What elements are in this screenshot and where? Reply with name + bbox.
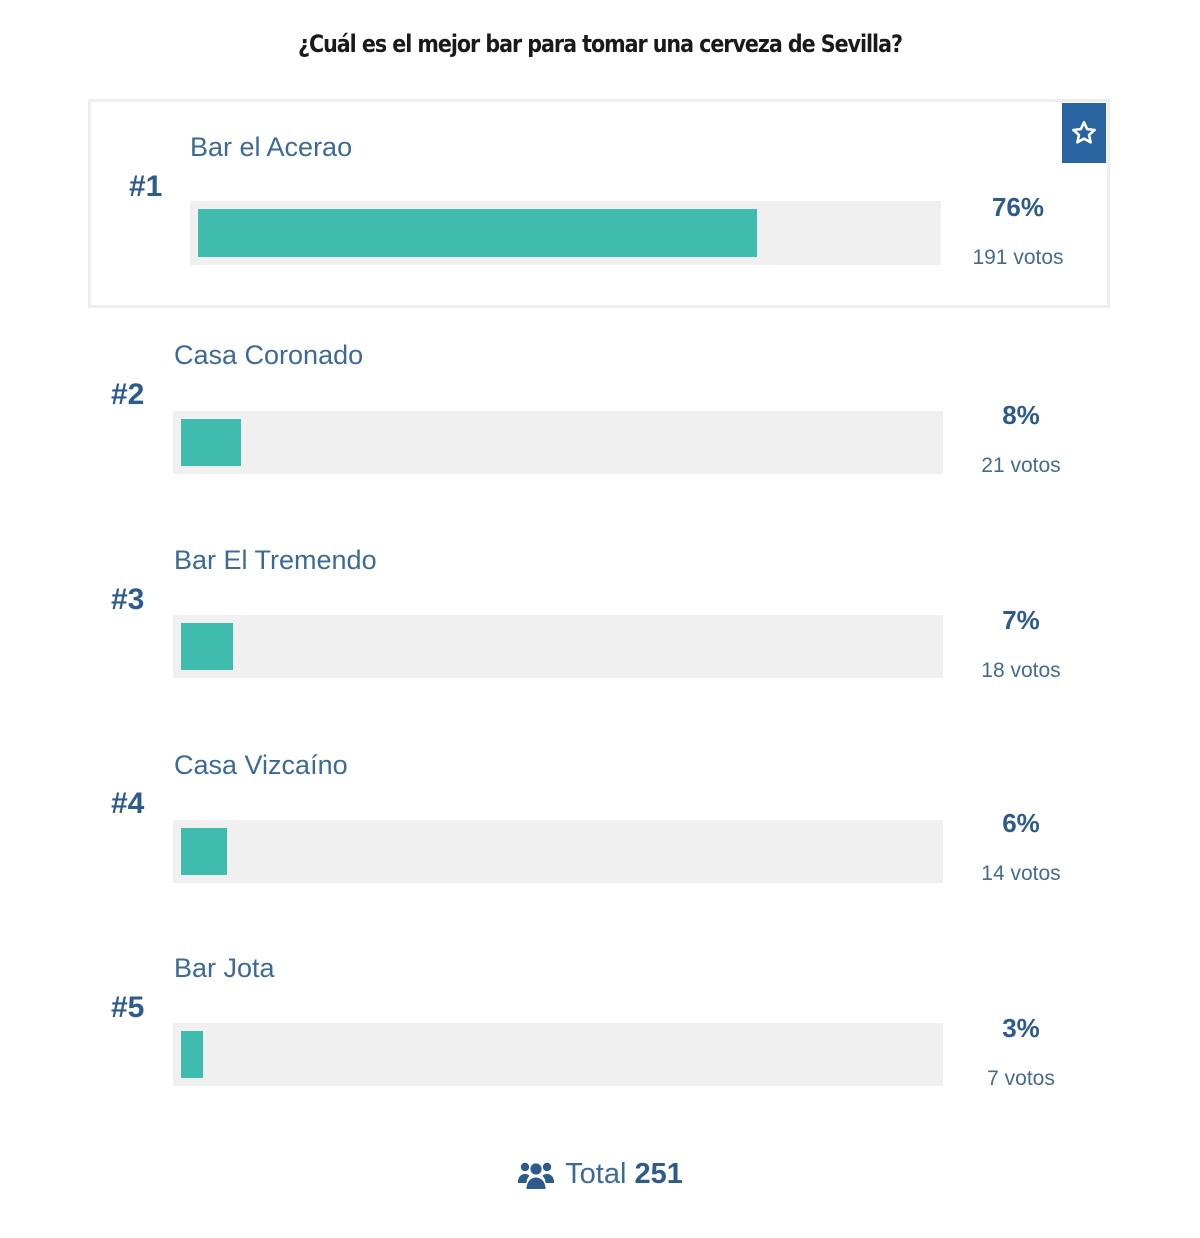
option-percent: 3% <box>1002 1013 1040 1043</box>
option-name: Bar el Acerao <box>190 132 353 162</box>
winner-badge <box>1062 103 1106 163</box>
option-name: Bar Jota <box>174 953 275 983</box>
bar-track <box>173 820 943 883</box>
option-name: Bar El Tremendo <box>174 545 377 575</box>
option-name: Casa Coronado <box>174 340 364 370</box>
option-votes: 14 votos <box>981 862 1061 885</box>
option-name: Casa Vizcaíno <box>174 750 348 780</box>
users-icon <box>518 1162 555 1189</box>
bar-fill <box>181 419 241 466</box>
rank-label: #1 <box>129 170 163 203</box>
rank-label: #3 <box>111 583 145 616</box>
option-votes: 18 votos <box>981 659 1061 682</box>
bar-track <box>173 411 943 474</box>
option-votes: 191 votos <box>972 246 1064 269</box>
total-label: Total <box>565 1158 627 1190</box>
bar-fill <box>181 828 227 875</box>
bar-track <box>173 615 943 678</box>
rank-label: #5 <box>111 991 145 1024</box>
total-votes: Total 251 <box>0 1158 1200 1191</box>
poll-title: ¿Cuál es el mejor bar para tomar una cer… <box>298 30 903 58</box>
bar-fill <box>181 1031 203 1078</box>
bar-fill <box>181 623 233 670</box>
bar-fill <box>198 209 757 257</box>
option-percent: 76% <box>991 192 1045 222</box>
option-votes: 7 votos <box>987 1067 1055 1090</box>
total-value: 251 <box>634 1158 683 1190</box>
bar-track <box>173 1023 943 1086</box>
option-votes: 21 votos <box>981 454 1061 477</box>
option-percent: 6% <box>1002 808 1040 838</box>
option-percent: 8% <box>1002 400 1040 430</box>
rank-label: #4 <box>111 787 145 820</box>
option-percent: 7% <box>1002 605 1040 635</box>
star-icon <box>1072 120 1096 144</box>
rank-label: #2 <box>111 378 145 411</box>
